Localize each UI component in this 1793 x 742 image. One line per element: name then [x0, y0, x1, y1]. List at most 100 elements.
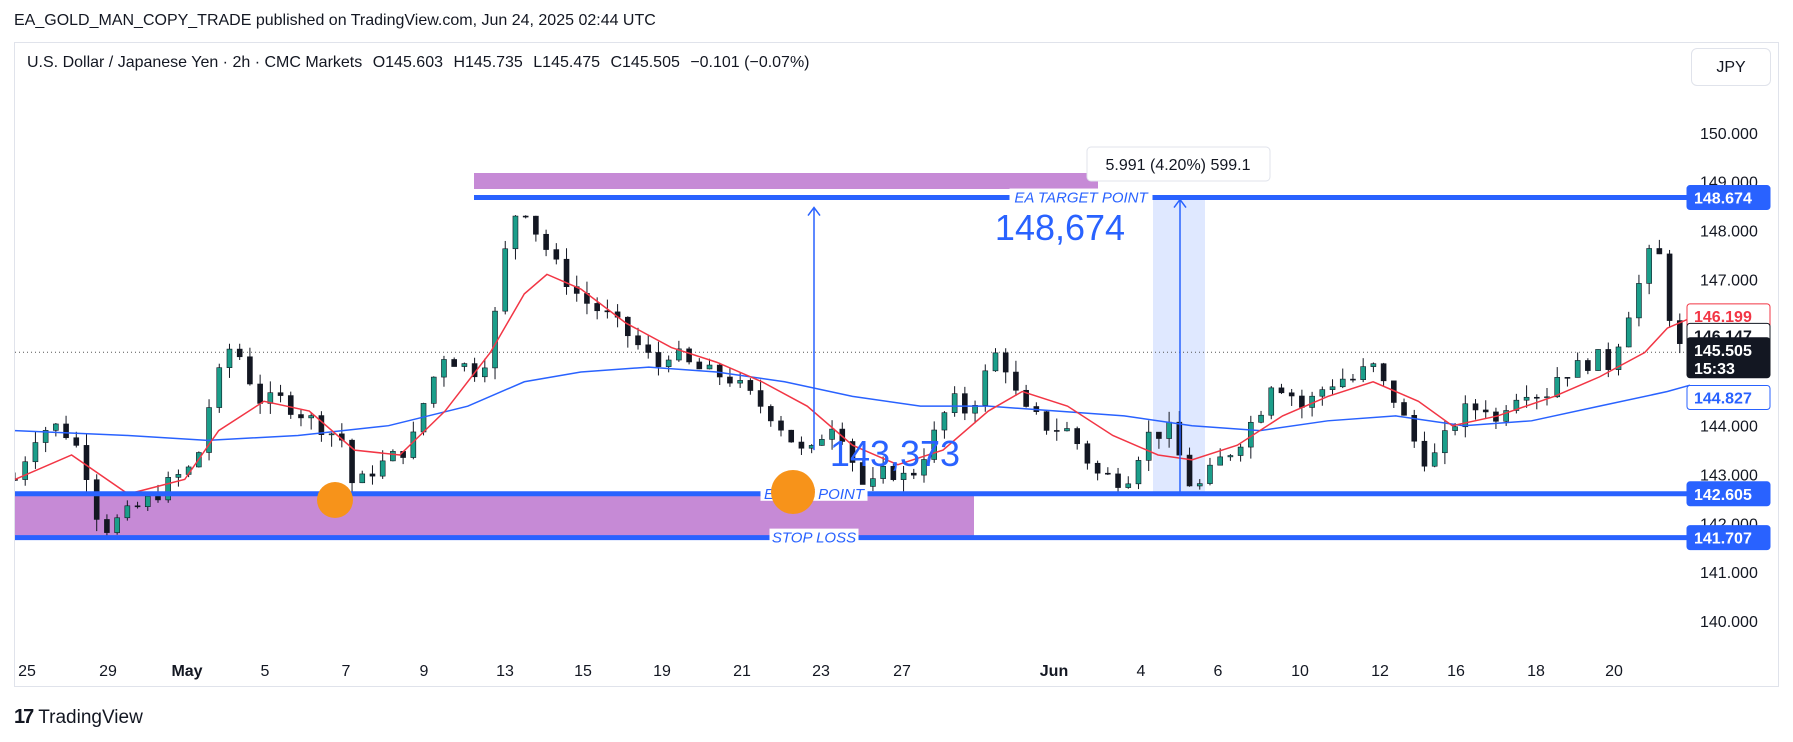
x-tick-label: Jun — [1040, 663, 1068, 680]
last-price-tag: 145.505 — [1694, 343, 1752, 360]
candle-body — [267, 392, 274, 404]
candle-body — [63, 423, 69, 439]
publisher-line: EA_GOLD_MAN_COPY_TRADE published on Trad… — [14, 12, 656, 29]
candle-body — [839, 428, 846, 442]
tradingview-brand[interactable]: 17 TradingView — [14, 706, 143, 729]
candle-body — [42, 430, 49, 443]
candle-body — [625, 316, 631, 337]
x-tick-label: 12 — [1371, 663, 1389, 680]
candle-body — [93, 479, 100, 520]
candle-body — [451, 359, 457, 367]
candle-body — [492, 310, 498, 369]
candle-body — [1452, 426, 1458, 431]
candle-body — [1156, 431, 1162, 439]
candle-body — [206, 407, 212, 453]
stop-loss-label-bg — [769, 528, 859, 545]
candle-body — [461, 363, 468, 367]
entry-marker-2 — [771, 470, 815, 514]
candle-body — [1227, 455, 1234, 458]
candle-body — [645, 344, 652, 353]
entry-price-tag-bg — [1686, 481, 1771, 507]
candle-body — [1585, 360, 1591, 371]
measure-arrow-head — [1173, 198, 1187, 208]
candle-body — [1002, 352, 1009, 373]
candle-body — [941, 412, 948, 431]
move-arrow-head — [807, 206, 821, 216]
candle-body — [15, 479, 18, 481]
candle-body — [900, 472, 907, 480]
candle-body — [1166, 421, 1172, 439]
candle-body — [1503, 410, 1509, 422]
candle-body — [737, 380, 743, 384]
candle-body — [1564, 377, 1571, 379]
y-tick-label: 143.000 — [1700, 468, 1758, 485]
candle-body — [594, 303, 600, 312]
tradingview-logo-icon: 17 — [14, 706, 34, 728]
candle-body — [482, 367, 488, 378]
measure-label-box — [1086, 146, 1271, 182]
candle-body — [880, 465, 886, 479]
currency-button[interactable]: JPY — [1691, 48, 1771, 86]
y-tick-label: 144.000 — [1700, 419, 1758, 436]
candle-body — [369, 473, 376, 477]
candle-body — [1319, 389, 1326, 397]
candle-body — [359, 473, 366, 484]
x-tick-label: 21 — [733, 663, 751, 680]
candle-body — [870, 478, 876, 487]
target-price-text: 148,674 — [995, 207, 1125, 248]
candle-body — [819, 439, 825, 446]
symbol-legend: U.S. Dollar / Japanese Yen · 2h · CMC Ma… — [27, 54, 816, 72]
candle-body — [1115, 473, 1121, 488]
entry-price-tag: 142.605 — [1694, 487, 1752, 504]
candle-body — [982, 370, 989, 406]
candle-body — [114, 517, 120, 533]
candle-body — [778, 420, 784, 431]
candle-body — [1023, 389, 1029, 407]
candle-body — [1401, 402, 1407, 416]
ea-target-price-tag: 148.674 — [1694, 191, 1752, 208]
candle-body — [533, 215, 539, 235]
candle-body — [1482, 409, 1489, 413]
candle-body — [175, 474, 182, 478]
candle-body — [1145, 431, 1152, 461]
y-tick-label: 150.000 — [1700, 126, 1758, 143]
legend-symbol[interactable]: U.S. Dollar / Japanese Yen · 2h · CMC Ma… — [27, 54, 363, 71]
candle-body — [1625, 317, 1632, 348]
ma-red-line — [14, 273, 1691, 495]
candle-body — [563, 258, 570, 287]
candle-body — [1676, 320, 1683, 344]
candle-body — [1074, 428, 1080, 445]
candle-body — [1523, 396, 1530, 401]
chart-pane — [14, 42, 1779, 687]
candle-body — [1053, 430, 1060, 432]
x-tick-label: 20 — [1605, 663, 1623, 680]
candle-body — [298, 414, 304, 419]
candle-body — [1554, 377, 1561, 398]
candle-body — [1421, 440, 1428, 467]
x-tick-label: 6 — [1214, 663, 1223, 680]
candle-body — [849, 441, 856, 463]
target-zone — [474, 173, 1098, 189]
candle-body — [1360, 366, 1366, 380]
candle-body — [165, 477, 172, 501]
last-price-tag-bg — [1686, 337, 1771, 379]
candle-body — [1339, 378, 1346, 388]
x-tick-label: 25 — [18, 663, 36, 680]
candle-body — [1288, 392, 1295, 397]
candle-body — [1186, 454, 1193, 487]
candle-body — [767, 406, 774, 422]
candle-body — [972, 405, 978, 414]
candle-body — [1431, 452, 1438, 467]
x-tick-label: 10 — [1291, 663, 1309, 680]
candle-body — [890, 465, 897, 480]
candle-body — [134, 505, 141, 508]
candle-body — [992, 352, 999, 372]
candle-body — [1329, 386, 1336, 390]
candle-body — [390, 451, 396, 462]
candle-body — [257, 383, 263, 404]
candle-body — [1135, 460, 1142, 485]
candle-body — [727, 376, 733, 384]
candle-body — [696, 361, 703, 370]
candle-body — [1217, 456, 1223, 466]
